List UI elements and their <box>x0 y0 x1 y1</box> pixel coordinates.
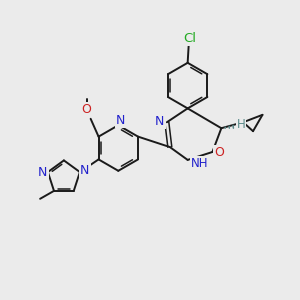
Text: O: O <box>82 103 92 116</box>
Text: N: N <box>116 114 125 127</box>
Text: O: O <box>214 146 224 160</box>
Text: N: N <box>38 166 48 178</box>
Text: N: N <box>155 115 165 128</box>
Text: Cl: Cl <box>183 32 196 44</box>
Text: NH: NH <box>191 158 208 170</box>
Text: N: N <box>80 164 89 177</box>
Text: H: H <box>237 118 245 131</box>
